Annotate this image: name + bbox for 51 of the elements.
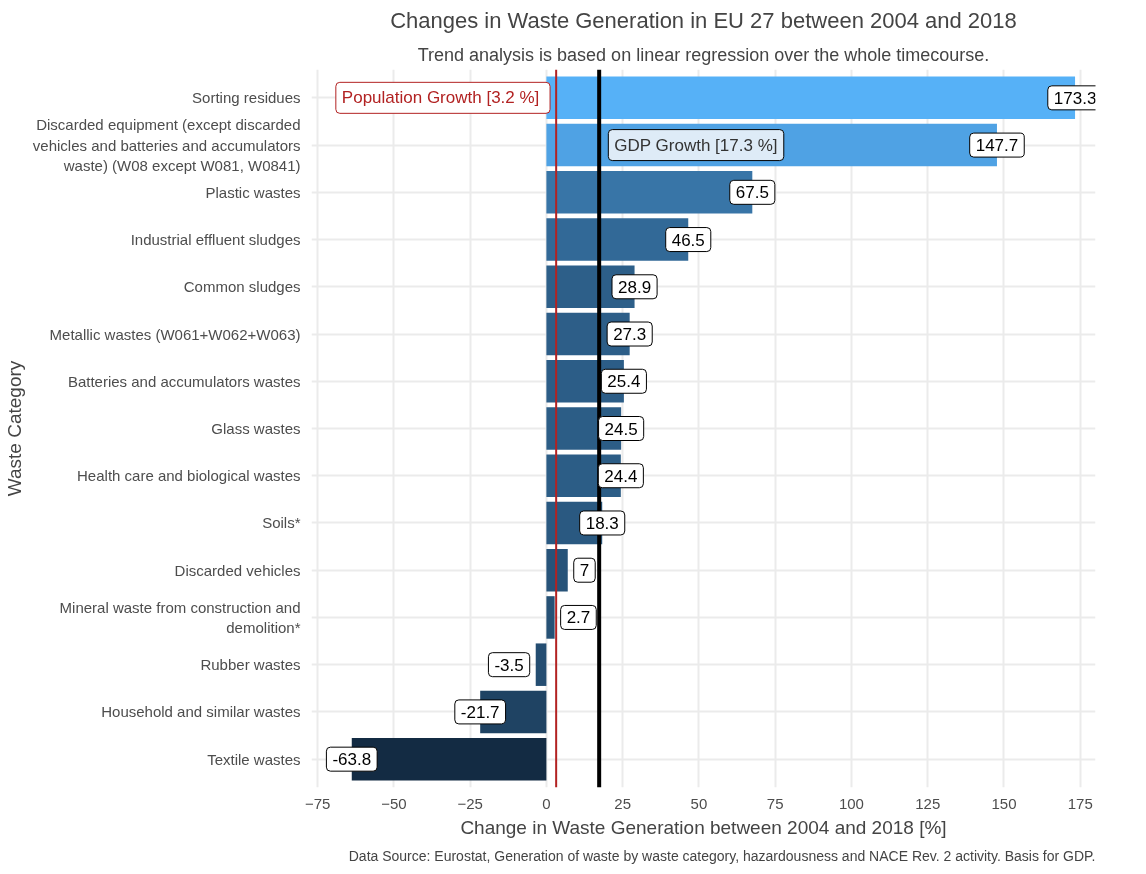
y-tick-label: Health care and biological wastes [77,467,301,485]
y-tick-label: Soils* [262,514,301,532]
y-tick-label: Common sludges [183,278,301,296]
data-label: -63.8 [332,750,372,770]
y-tick-label: Household and similar wastes [101,703,301,721]
x-tick-label: −50 [381,794,407,812]
y-tick-label: Glass wastes [211,420,301,437]
y-axis-title: Waste Category [3,360,25,497]
x-tick-label: 25 [614,794,631,812]
data-label: 18.3 [585,513,619,533]
bar [535,643,547,686]
data-label: 24.4 [604,466,638,486]
x-tick-label: 125 [915,794,941,812]
y-tick-label: Mineral waste from construction and demolition* [59,598,301,637]
x-tick-label: 175 [1067,794,1093,812]
chart-subtitle: Trend analysis is based on linear regression over the whole timecourse. [417,44,990,65]
y-tick-label: Metallic wastes (W061+W062+W063) [49,325,301,343]
data-label: 24.5 [604,419,638,439]
data-label: 28.9 [618,277,652,297]
data-label: 25.4 [607,372,641,392]
y-tick-label: Batteries and accumulators wastes [67,372,301,390]
x-tick-label: 0 [542,794,551,812]
data-label: 7 [579,561,590,581]
y-tick-label: Textile wastes [207,750,301,768]
y-tick-label: Sorting residues [192,89,301,107]
x-tick-label: −25 [457,794,483,812]
data-label: 147.7 [975,136,1019,156]
data-label: 27.3 [613,325,647,345]
chart-title: Changes in Waste Generation in EU 27 between 2004 and 2018 [390,7,1017,33]
x-tick-label: 150 [991,794,1017,812]
x-tick-label: −75 [304,794,331,812]
x-tick-label: 100 [838,794,864,812]
x-axis-title: Change in Waste Generation between 2004 and 2018 [%] [460,816,947,838]
source-note: Data Source: Eurostat, Generation of waste by waste category, hazardousness and NACE Rev. 2 activity. Basis for GDP. [348,847,1096,864]
data-label: -3.5 [494,655,524,675]
ref-line-label: Population Growth [3.2 %] [341,88,540,108]
y-tick-label: Plastic wastes [205,183,301,201]
x-tick-label: 75 [766,794,784,812]
data-label: 2.7 [566,608,591,628]
bar [546,548,568,592]
data-label: 173.3 [1053,88,1097,108]
y-tick-label: Industrial effluent sludges [130,231,301,249]
data-label: -21.7 [460,702,500,722]
x-tick-label: 50 [690,794,708,812]
bar [546,596,555,639]
data-label: 67.5 [735,183,769,203]
data-label: 46.5 [671,230,705,250]
y-tick-label: Discarded vehicles [174,561,301,579]
y-tick-label: Discarded equipment (except discarded vehicles and batteries and accumulators waste) (W08 except W081, W0841) [32,116,301,174]
ref-line-label: GDP Growth [17.3 %] [614,135,778,155]
y-tick-label: Rubber wastes [200,656,301,674]
